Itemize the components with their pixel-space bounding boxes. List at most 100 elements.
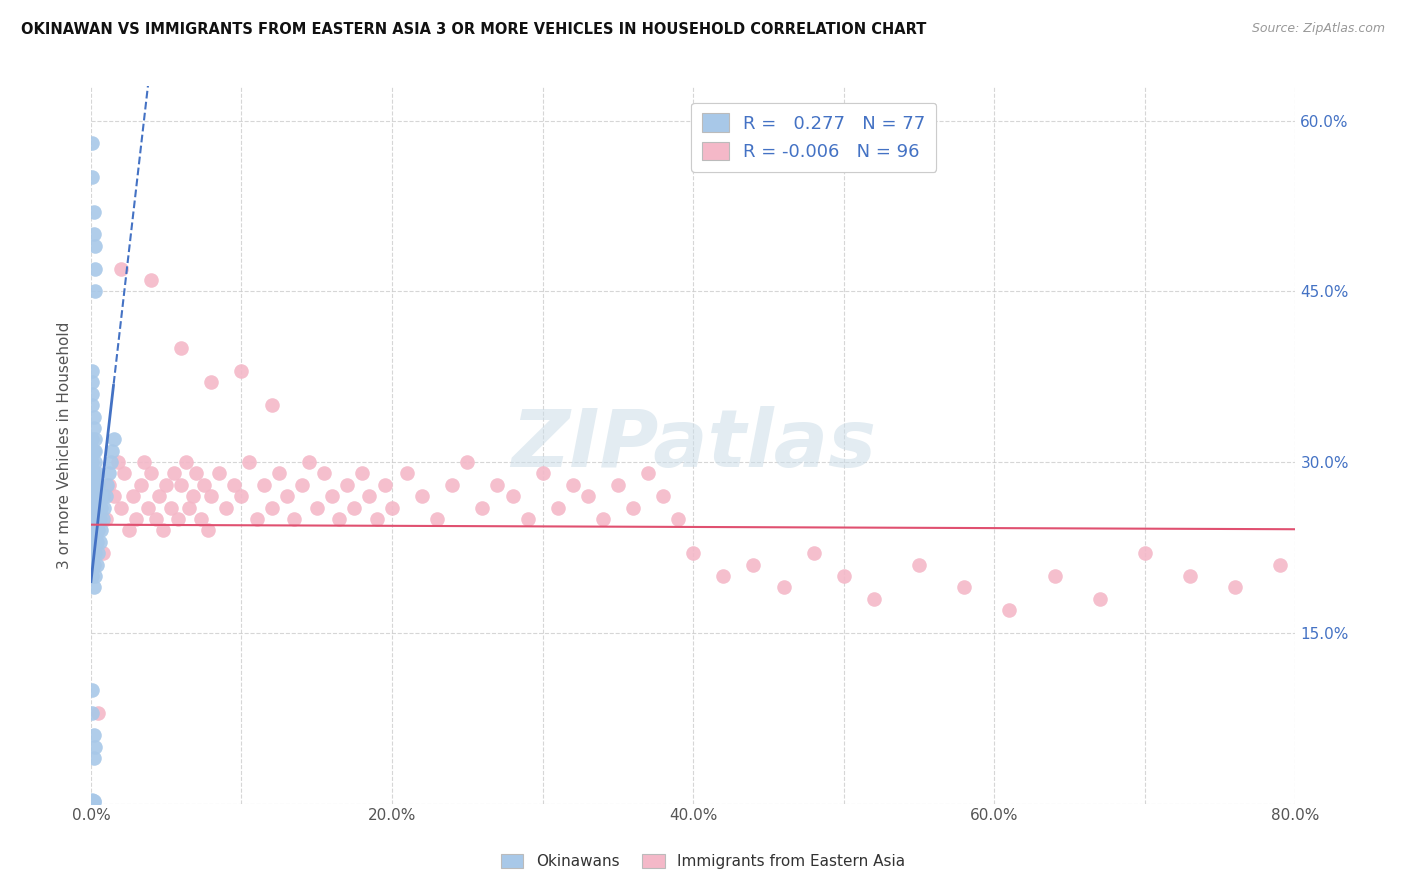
Point — [86, 512, 108, 526]
Point — [82, 136, 104, 151]
Point — [606, 478, 628, 492]
Point — [132, 455, 155, 469]
Point — [83, 728, 105, 742]
Point — [174, 455, 197, 469]
Point — [177, 500, 200, 515]
Point — [561, 478, 583, 492]
Point — [502, 489, 524, 503]
Point — [89, 489, 111, 503]
Point — [82, 376, 104, 390]
Point — [83, 409, 105, 424]
Point — [863, 591, 886, 606]
Point — [82, 524, 104, 538]
Point — [1225, 580, 1247, 594]
Point — [343, 500, 366, 515]
Text: OKINAWAN VS IMMIGRANTS FROM EASTERN ASIA 3 OR MORE VEHICLES IN HOUSEHOLD CORRELA: OKINAWAN VS IMMIGRANTS FROM EASTERN ASIA… — [21, 22, 927, 37]
Point — [82, 682, 104, 697]
Point — [832, 569, 855, 583]
Point — [82, 386, 104, 401]
Text: ZIPatlas: ZIPatlas — [510, 406, 876, 484]
Point — [87, 524, 110, 538]
Point — [441, 478, 464, 492]
Point — [125, 512, 148, 526]
Point — [110, 261, 132, 276]
Point — [908, 558, 931, 572]
Point — [163, 467, 186, 481]
Point — [742, 558, 765, 572]
Point — [215, 500, 238, 515]
Point — [84, 239, 107, 253]
Point — [531, 467, 554, 481]
Point — [110, 500, 132, 515]
Point — [953, 580, 976, 594]
Point — [82, 796, 104, 810]
Point — [82, 794, 104, 808]
Point — [576, 489, 599, 503]
Point — [82, 796, 104, 810]
Point — [83, 512, 105, 526]
Point — [103, 432, 125, 446]
Point — [411, 489, 433, 503]
Point — [91, 489, 114, 503]
Point — [298, 455, 321, 469]
Point — [86, 467, 108, 481]
Point — [107, 455, 129, 469]
Point — [87, 546, 110, 560]
Point — [637, 467, 659, 481]
Point — [359, 489, 381, 503]
Point — [98, 478, 121, 492]
Point — [314, 467, 336, 481]
Point — [82, 794, 104, 808]
Point — [84, 546, 107, 560]
Point — [682, 546, 704, 560]
Point — [200, 489, 222, 503]
Point — [1133, 546, 1156, 560]
Point — [82, 170, 104, 185]
Point — [84, 512, 107, 526]
Point — [82, 546, 104, 560]
Point — [269, 467, 291, 481]
Point — [336, 478, 359, 492]
Point — [82, 558, 104, 572]
Point — [87, 478, 110, 492]
Legend: Okinawans, Immigrants from Eastern Asia: Okinawans, Immigrants from Eastern Asia — [495, 848, 911, 875]
Point — [170, 478, 193, 492]
Point — [181, 489, 204, 503]
Point — [350, 467, 373, 481]
Point — [82, 478, 104, 492]
Point — [93, 500, 115, 515]
Point — [82, 364, 104, 378]
Point — [328, 512, 350, 526]
Point — [200, 376, 222, 390]
Point — [82, 796, 104, 810]
Point — [84, 478, 107, 492]
Point — [84, 569, 107, 583]
Point — [83, 751, 105, 765]
Point — [208, 467, 231, 481]
Point — [84, 261, 107, 276]
Point — [155, 478, 177, 492]
Point — [373, 478, 395, 492]
Point — [1088, 591, 1111, 606]
Point — [83, 489, 105, 503]
Point — [94, 489, 117, 503]
Point — [83, 794, 105, 808]
Point — [82, 398, 104, 412]
Point — [98, 467, 121, 481]
Point — [426, 512, 449, 526]
Point — [84, 455, 107, 469]
Point — [159, 500, 181, 515]
Point — [122, 489, 145, 503]
Point — [112, 467, 135, 481]
Point — [456, 455, 478, 469]
Point — [87, 706, 110, 720]
Point — [82, 455, 104, 469]
Point — [231, 364, 253, 378]
Point — [89, 512, 111, 526]
Point — [83, 546, 105, 560]
Point — [167, 512, 190, 526]
Point — [91, 546, 114, 560]
Point — [84, 534, 107, 549]
Point — [83, 421, 105, 435]
Point — [84, 443, 107, 458]
